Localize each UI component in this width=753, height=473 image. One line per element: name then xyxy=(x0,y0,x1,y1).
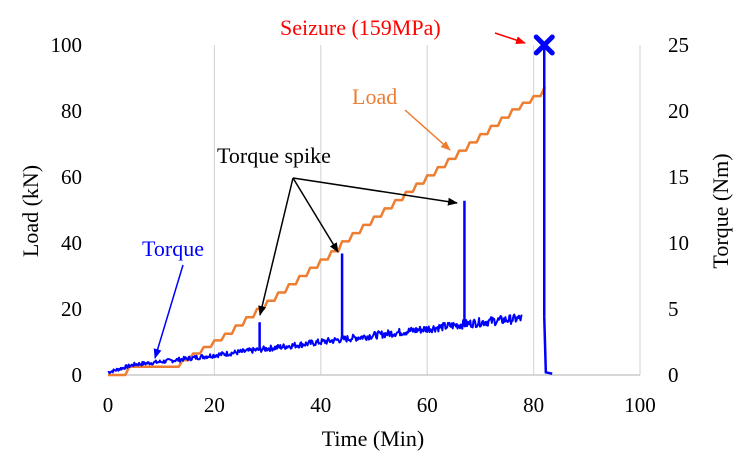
load-arrow xyxy=(404,109,451,151)
spike-arrow-3 xyxy=(292,177,458,206)
y-tick-label: 40 xyxy=(61,231,82,255)
seizure-arrow xyxy=(494,32,526,44)
x-tick-label: 80 xyxy=(523,393,544,417)
y2-tick-label: 10 xyxy=(668,231,689,255)
torque-series-line xyxy=(107,313,523,375)
y-tick-label: 100 xyxy=(51,33,83,57)
seizure-marker-stroke-2 xyxy=(533,34,555,56)
y-axis-label: Load (kN) xyxy=(18,165,43,257)
y2-tick-label: 25 xyxy=(668,33,689,57)
x-tick-label: 60 xyxy=(417,393,438,417)
x-tick-label: 100 xyxy=(624,393,656,417)
load-annotation: Load xyxy=(352,84,397,109)
y-tick-label: 60 xyxy=(61,165,82,189)
y-tick-label: 0 xyxy=(72,363,83,387)
y-tick-label: 20 xyxy=(61,297,82,321)
torque-drop-line xyxy=(542,316,553,375)
seizure-marker xyxy=(533,34,555,56)
x-tick-label: 20 xyxy=(204,393,225,417)
vertical-gridlines xyxy=(213,45,641,375)
y2-axis-label: Torque (Nm) xyxy=(708,153,733,268)
x-tick-label: 40 xyxy=(310,393,331,417)
y-tick-label: 80 xyxy=(61,99,82,123)
y2-tick-label: 0 xyxy=(668,363,679,387)
y2-tick-label: 5 xyxy=(668,297,679,321)
annotations: Seizure (159MPa) Load Torque Torque spik… xyxy=(142,15,526,359)
spike-annotation: Torque spike xyxy=(217,143,331,168)
y2-axis-ticks: 0 5 10 15 20 25 xyxy=(668,33,689,387)
x-tick-label: 0 xyxy=(103,393,114,417)
seizure-annotation: Seizure (159MPa) xyxy=(280,15,441,40)
x-axis-ticks: 0 20 40 60 80 100 xyxy=(103,393,656,417)
y2-tick-label: 15 xyxy=(668,165,689,189)
y2-tick-label: 20 xyxy=(668,99,689,123)
torque-annotation: Torque xyxy=(142,236,204,261)
load-series-line xyxy=(108,86,546,377)
plot-area xyxy=(107,34,640,377)
spike-arrow-1 xyxy=(258,177,294,316)
spike-arrow-2 xyxy=(292,177,339,253)
torque-arrow xyxy=(153,264,184,359)
x-axis-label: Time (Min) xyxy=(322,426,424,451)
y-axis-ticks: 0 20 40 60 80 100 xyxy=(51,33,83,387)
